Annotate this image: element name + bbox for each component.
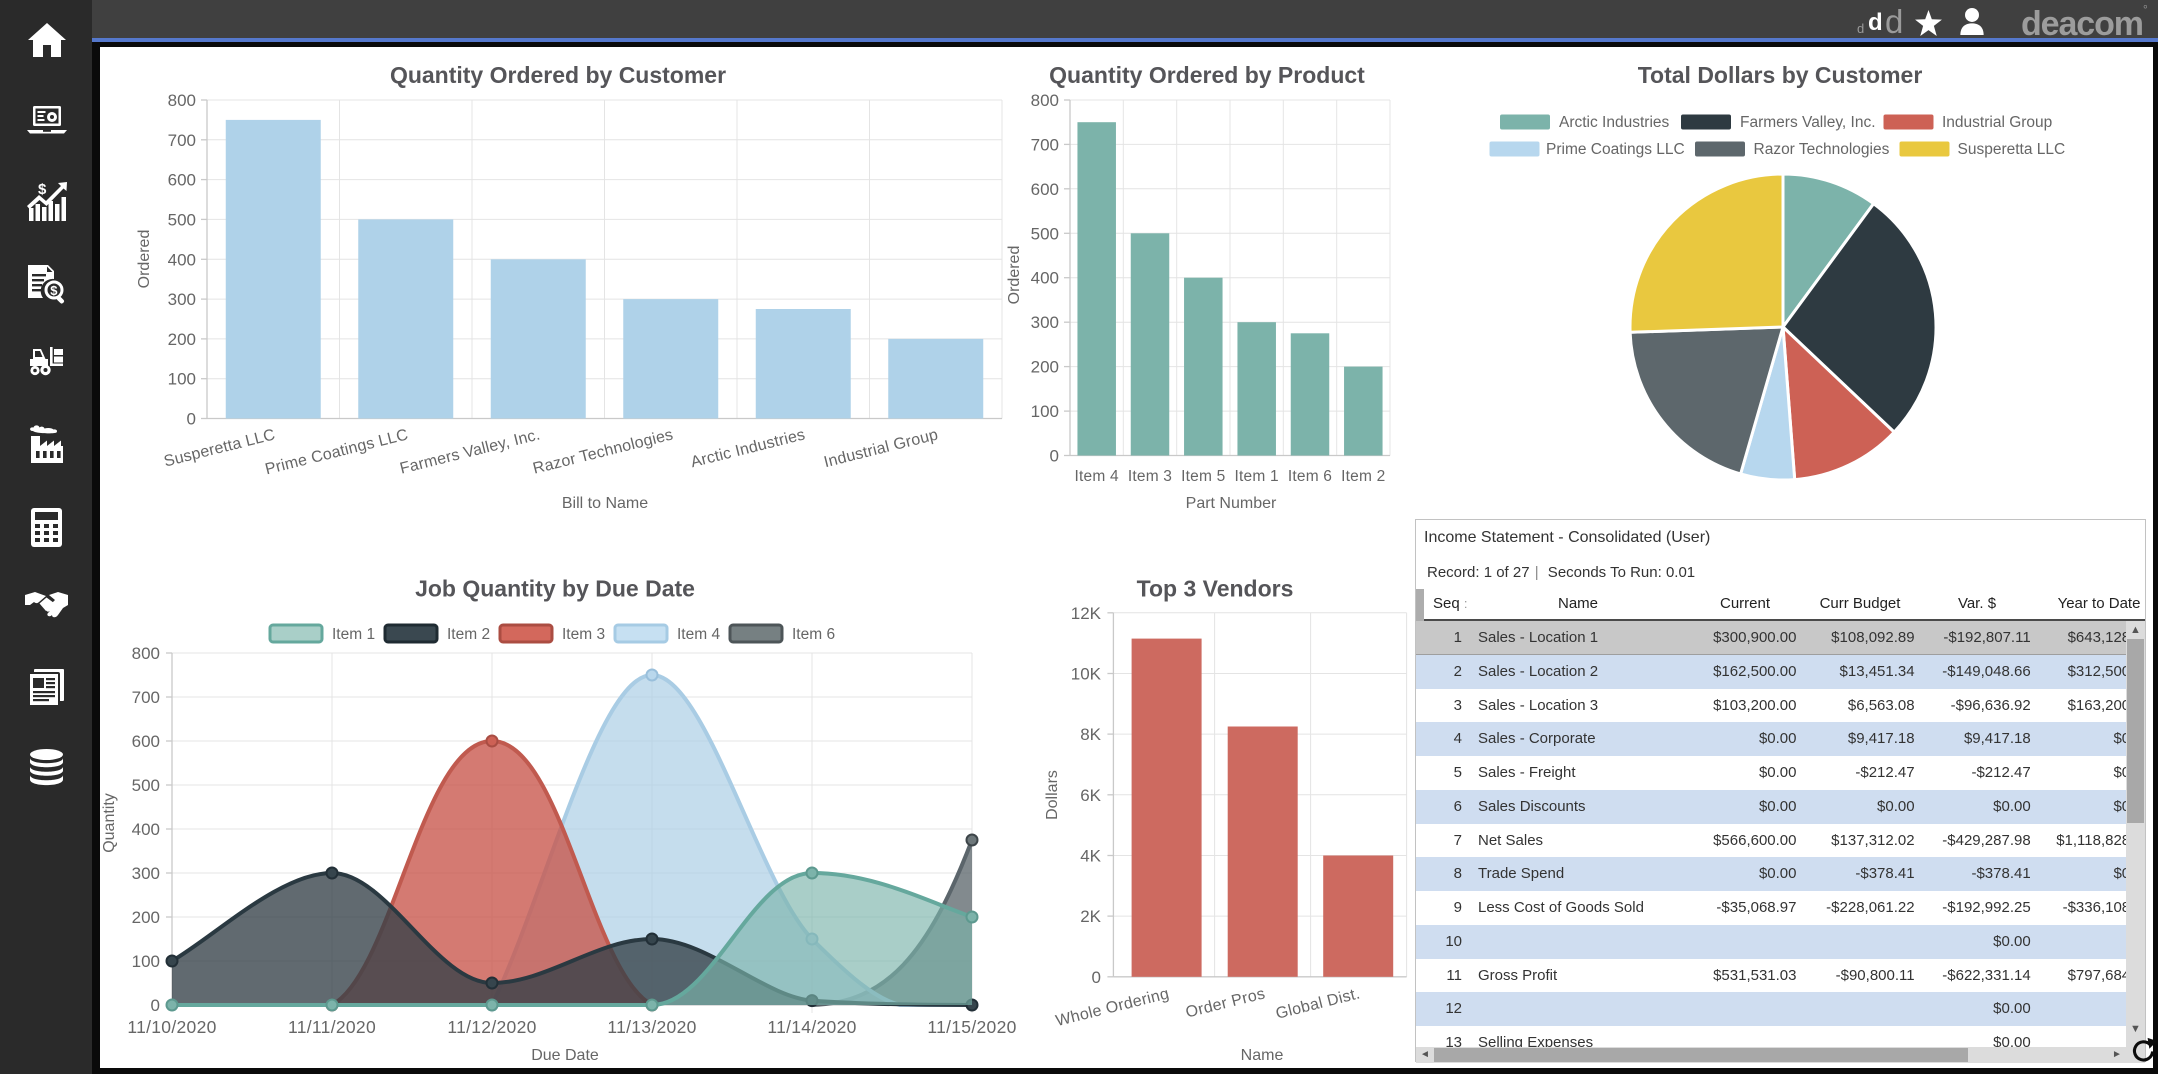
svg-text:0: 0 xyxy=(1050,447,1059,466)
svg-text:2K: 2K xyxy=(1080,907,1101,926)
svg-text:Item 1: Item 1 xyxy=(1235,468,1279,485)
svg-text:100: 100 xyxy=(168,370,196,389)
svg-text:700: 700 xyxy=(132,688,160,707)
svg-text:11/11/2020: 11/11/2020 xyxy=(288,1017,376,1037)
svg-text:800: 800 xyxy=(1031,91,1059,110)
svg-text:Top 3 Vendors: Top 3 Vendors xyxy=(1137,576,1294,602)
svg-text:Item 5: Item 5 xyxy=(1181,468,1225,485)
svg-text:Item 3: Item 3 xyxy=(562,626,605,643)
svg-text:Industrial Group: Industrial Group xyxy=(822,426,940,471)
svg-text:100: 100 xyxy=(132,952,160,971)
svg-text:11/14/2020: 11/14/2020 xyxy=(767,1017,856,1037)
svg-text:600: 600 xyxy=(168,171,196,190)
svg-text:200: 200 xyxy=(168,330,196,349)
svg-text:Global Dist.: Global Dist. xyxy=(1274,985,1362,1022)
svg-text:Item 4: Item 4 xyxy=(677,626,720,643)
svg-text:Arctic Industries: Arctic Industries xyxy=(689,426,807,471)
svg-text:$: $ xyxy=(38,182,47,198)
svg-text:Item 3: Item 3 xyxy=(1128,468,1172,485)
svg-text:Susperetta LLC: Susperetta LLC xyxy=(162,426,277,470)
svg-text:Item 1: Item 1 xyxy=(332,626,375,643)
svg-text:700: 700 xyxy=(1031,135,1059,154)
svg-text:Quantity: Quantity xyxy=(101,793,118,853)
svg-text:Item 6: Item 6 xyxy=(1288,468,1332,485)
svg-text:600: 600 xyxy=(132,732,160,751)
svg-text:6K: 6K xyxy=(1080,786,1101,805)
svg-text:200: 200 xyxy=(132,908,160,927)
svg-text:Bill to Name: Bill to Name xyxy=(562,495,648,512)
svg-text:8K: 8K xyxy=(1080,725,1101,744)
svg-text:500: 500 xyxy=(132,776,160,795)
svg-text:11/10/2020: 11/10/2020 xyxy=(127,1017,216,1037)
svg-text:Item 2: Item 2 xyxy=(447,626,490,643)
svg-text:11/15/2020: 11/15/2020 xyxy=(927,1017,1016,1037)
svg-text:Total Dollars by Customer: Total Dollars by Customer xyxy=(1638,62,1923,88)
svg-text:800: 800 xyxy=(168,91,196,110)
svg-text:Part Number: Part Number xyxy=(1186,495,1277,512)
svg-text:Razor Technologies: Razor Technologies xyxy=(1754,141,1890,158)
svg-text:Job Quantity by Due Date: Job Quantity by Due Date xyxy=(415,576,695,602)
svg-text:Name: Name xyxy=(1241,1047,1284,1064)
svg-text:11/12/2020: 11/12/2020 xyxy=(447,1017,536,1037)
svg-text:Dollars: Dollars xyxy=(1044,770,1061,820)
svg-text:10K: 10K xyxy=(1071,665,1102,684)
svg-text:Farmers Valley, Inc.: Farmers Valley, Inc. xyxy=(398,426,542,477)
svg-text:Ordered: Ordered xyxy=(1006,246,1023,305)
svg-text:0: 0 xyxy=(187,410,196,429)
svg-text:Prime Coatings LLC: Prime Coatings LLC xyxy=(263,426,410,478)
svg-text:$: $ xyxy=(50,283,58,298)
svg-text:600: 600 xyxy=(1031,180,1059,199)
svg-text:Ordered: Ordered xyxy=(136,230,153,289)
svg-text:Razor Technologies: Razor Technologies xyxy=(531,426,675,477)
svg-text:Order Pros: Order Pros xyxy=(1184,985,1267,1021)
svg-text:300: 300 xyxy=(1031,313,1059,332)
svg-text:Quantity Ordered by Customer: Quantity Ordered by Customer xyxy=(390,62,726,88)
svg-text:Prime Coatings LLC: Prime Coatings LLC xyxy=(1546,141,1685,158)
svg-text:0: 0 xyxy=(151,996,160,1015)
svg-text:300: 300 xyxy=(168,290,196,309)
svg-text:Due Date: Due Date xyxy=(531,1047,599,1064)
svg-text:Whole Ordering: Whole Ordering xyxy=(1054,985,1171,1030)
svg-text:700: 700 xyxy=(168,131,196,150)
svg-text:400: 400 xyxy=(168,250,196,269)
svg-text:200: 200 xyxy=(1031,358,1059,377)
svg-text:Susperetta LLC: Susperetta LLC xyxy=(1958,141,2066,158)
svg-text:Arctic Industries: Arctic Industries xyxy=(1559,114,1670,131)
svg-text:400: 400 xyxy=(1031,269,1059,288)
svg-text:500: 500 xyxy=(168,210,196,229)
svg-text:Item 4: Item 4 xyxy=(1075,468,1119,485)
svg-text:800: 800 xyxy=(132,644,160,663)
svg-text:11/13/2020: 11/13/2020 xyxy=(607,1017,696,1037)
svg-text:4K: 4K xyxy=(1080,847,1101,866)
svg-text:300: 300 xyxy=(132,864,160,883)
svg-text:Industrial Group: Industrial Group xyxy=(1942,114,2052,131)
svg-text:Quantity Ordered by Product: Quantity Ordered by Product xyxy=(1049,62,1365,88)
svg-text:12K: 12K xyxy=(1071,604,1102,623)
svg-text:Item 2: Item 2 xyxy=(1341,468,1385,485)
svg-text:400: 400 xyxy=(132,820,160,839)
svg-text:500: 500 xyxy=(1031,224,1059,243)
svg-text:100: 100 xyxy=(1031,402,1059,421)
svg-text:Farmers Valley, Inc.: Farmers Valley, Inc. xyxy=(1740,114,1876,131)
svg-text:Item 6: Item 6 xyxy=(792,626,835,643)
svg-text:0: 0 xyxy=(1092,968,1101,987)
